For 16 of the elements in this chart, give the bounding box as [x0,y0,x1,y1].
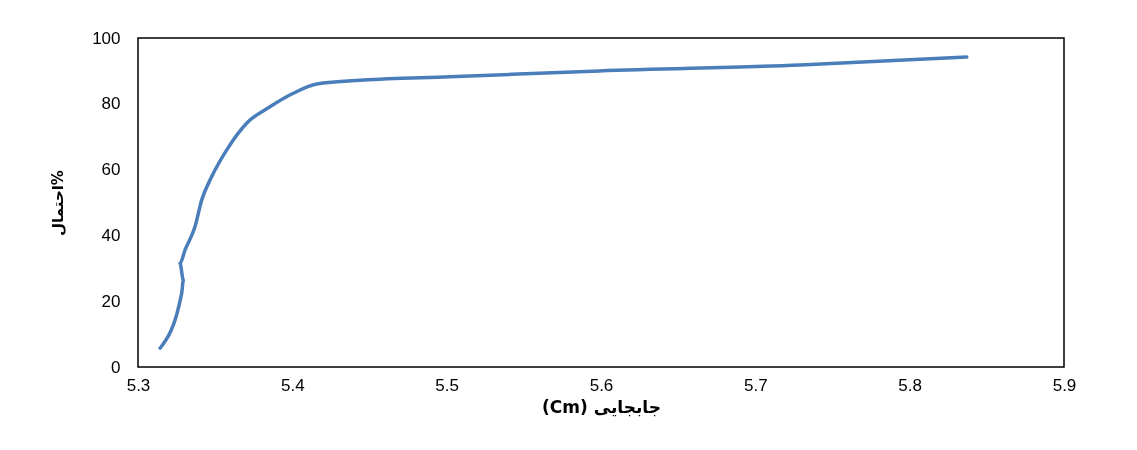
x-tick-label: 5.4 [281,375,305,395]
x-tick-label: 5.8 [898,375,922,395]
line-series [158,55,969,350]
x-axis-title: (Cm) جابجایی [542,396,661,417]
y-tick-label: 100 [92,28,121,48]
y-tick-label: 80 [101,94,121,114]
y-tick-label: 60 [101,160,121,180]
x-tick-label: 5.9 [1052,375,1077,395]
x-tick-label: 5.5 [435,375,459,395]
x-tick-label: 5.7 [744,375,768,395]
x-tick-label: 5.6 [589,375,614,395]
y-tick-label: 40 [101,225,121,245]
x-tick-label: 5.3 [126,375,151,395]
y-tick-label: 20 [101,291,121,311]
y-tick-label: 0 [111,357,121,377]
y-axis-title: احتمال% [49,170,68,236]
